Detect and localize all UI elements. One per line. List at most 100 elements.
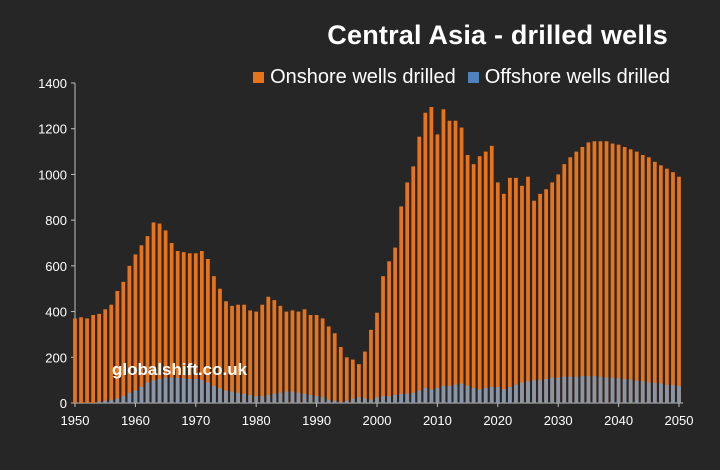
bar-onshore — [646, 157, 651, 403]
bar-offshore — [206, 382, 210, 403]
bar-offshore — [230, 391, 234, 403]
bar-offshore — [659, 383, 663, 403]
bar-onshore — [381, 276, 385, 403]
bar-offshore — [652, 382, 657, 403]
bar-onshore — [501, 193, 506, 403]
bar-offshore — [592, 376, 597, 403]
bar-offshore — [272, 393, 277, 403]
y-tick-label: 400 — [45, 305, 67, 320]
bar-onshore — [308, 315, 313, 403]
bar-onshore — [640, 155, 645, 403]
bar-onshore — [495, 182, 500, 403]
y-tick-label: 200 — [45, 350, 67, 365]
bar-offshore — [314, 396, 319, 403]
bar-offshore — [350, 398, 355, 403]
bar-onshore — [157, 223, 162, 403]
y-tick-label: 0 — [60, 396, 67, 411]
y-tick-label: 800 — [45, 213, 67, 228]
bar-offshore — [646, 382, 651, 403]
bar-offshore — [495, 387, 500, 403]
bar-onshore — [218, 288, 222, 403]
bar-offshore — [103, 400, 108, 403]
bar-onshore — [471, 164, 476, 403]
bar-offshore — [369, 399, 373, 403]
bar-onshore — [284, 311, 289, 403]
legend-swatch-onshore — [253, 72, 265, 83]
bar-onshore — [598, 141, 603, 404]
bar-offshore — [580, 376, 585, 403]
bar-onshore — [181, 252, 186, 403]
bar-onshore — [550, 182, 555, 403]
bar-offshore — [308, 395, 313, 403]
bar-offshore — [127, 392, 132, 403]
bar-onshore — [139, 245, 144, 403]
bar-offshore — [665, 384, 669, 403]
bar-offshore — [357, 397, 361, 403]
bar-onshore — [387, 261, 391, 403]
bar-onshore — [671, 172, 675, 403]
bar-onshore — [151, 222, 156, 403]
bar-onshore — [97, 313, 102, 403]
bar-onshore — [91, 315, 95, 403]
bar-offshore — [520, 382, 524, 403]
bar-offshore — [634, 380, 639, 403]
bar-onshore — [236, 304, 240, 403]
bar-onshore — [85, 318, 89, 403]
legend-label-onshore: Onshore wells drilled — [270, 66, 456, 88]
bar-offshore — [193, 379, 198, 403]
bar-onshore — [290, 310, 295, 403]
bar-onshore — [634, 151, 639, 403]
x-tick-label: 2010 — [423, 413, 452, 428]
bar-offshore — [405, 393, 410, 403]
bar-offshore — [622, 379, 627, 403]
bar-offshore — [115, 398, 120, 403]
bar-offshore — [175, 377, 180, 403]
bar-offshore — [248, 395, 253, 403]
bar-offshore — [199, 380, 204, 403]
bar-offshore — [375, 397, 379, 403]
bar-offshore — [453, 384, 458, 403]
bar-offshore — [381, 396, 385, 403]
bar-offshore — [435, 388, 440, 403]
bar-offshore — [139, 387, 144, 403]
bar-onshore — [465, 155, 470, 403]
bar-onshore — [556, 174, 561, 403]
bar-offshore — [212, 385, 216, 403]
bar-offshore — [532, 380, 536, 403]
bar-offshore — [296, 392, 301, 403]
bar-onshore — [109, 304, 114, 403]
x-tick-label: 2040 — [604, 413, 633, 428]
y-tick-label: 1400 — [38, 76, 67, 91]
bar-offshore — [151, 380, 156, 403]
bar-offshore — [447, 385, 452, 403]
bar-offshore — [387, 396, 391, 403]
bar-onshore — [435, 134, 440, 403]
bar-onshore — [369, 329, 373, 403]
bar-offshore — [562, 376, 567, 403]
bar-offshore — [423, 388, 428, 403]
bar-onshore — [199, 251, 204, 403]
bar-onshore — [447, 120, 452, 403]
bar-offshore — [344, 400, 349, 403]
bar-onshore — [248, 310, 253, 403]
bar-onshore — [423, 112, 428, 403]
bar-onshore — [429, 107, 434, 403]
bar-onshore — [230, 305, 234, 403]
bar-onshore — [562, 164, 567, 403]
bar-onshore — [665, 168, 669, 403]
watermark: globalshift.co.uk — [112, 360, 248, 379]
bar-offshore — [556, 377, 561, 403]
bar-onshore — [332, 333, 337, 403]
bar-offshore — [477, 389, 482, 403]
bar-onshore — [320, 318, 325, 403]
x-tick-label: 1950 — [61, 413, 90, 428]
bar-offshore — [604, 377, 609, 403]
bar-offshore — [157, 379, 162, 403]
bar-onshore — [272, 300, 277, 403]
bar-onshore — [520, 185, 524, 403]
bar-offshore — [133, 390, 138, 403]
bar-onshore — [169, 243, 174, 403]
bar-onshore — [393, 247, 397, 403]
bar-offshore — [671, 385, 675, 403]
